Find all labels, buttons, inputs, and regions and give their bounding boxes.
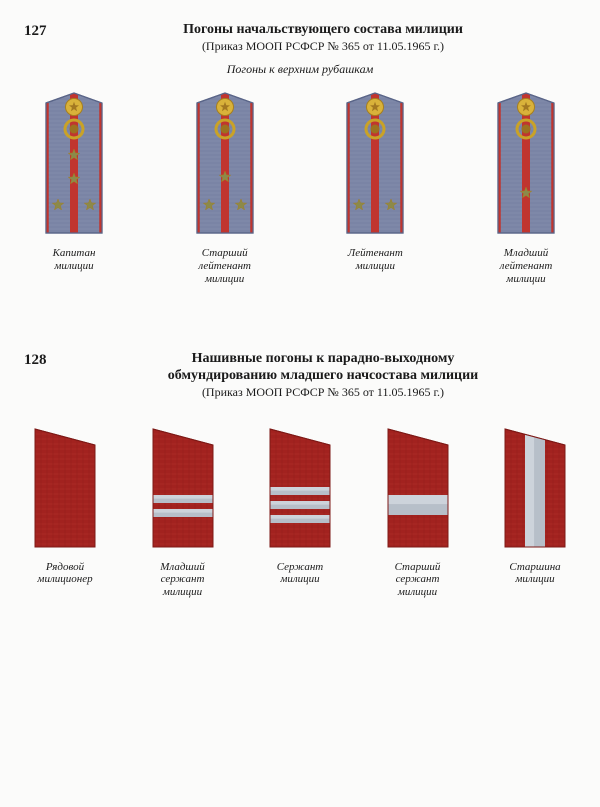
section-127-title: Погоны начальствующего состава милиции (70, 22, 576, 39)
section-127-caption: Погоны к верхним рубашкам (24, 62, 576, 77)
section-127-subtitle: (Приказ МООП РСФСР № 365 от 11.05.1965 г… (70, 39, 576, 55)
section-128-title-line1: Нашивные погоны к парадно-выходному (70, 351, 576, 368)
strap-senior-lt: Старший лейтенант милиции (191, 91, 259, 285)
title-block-127: Погоны начальствующего состава милиции (… (70, 22, 576, 54)
board-sgt: Сержант милиции (263, 427, 337, 599)
board-senior-sgt: Старший сержант милиции (381, 427, 455, 599)
section-127-header: 127 Погоны начальствующего состава милиц… (24, 22, 576, 54)
rank-label: Лейтенант милиции (341, 247, 409, 272)
title-block-128: Нашивные погоны к парадно-выходному обму… (70, 351, 576, 400)
rank-label: Младший лейтенант милиции (492, 247, 560, 285)
strap-lt: Лейтенант милиции (341, 91, 409, 285)
strap-captain: Капитан милиции (40, 91, 108, 285)
row-128: Рядовой милиционер Младший сержант милиц… (24, 427, 576, 599)
section-128-title-line2: обмундированию младшего начсостава милиц… (70, 368, 576, 385)
page: 127 Погоны начальствующего состава милиц… (0, 0, 600, 807)
board-private: Рядовой милиционер (28, 427, 102, 599)
rank-label: Сержант милиции (263, 561, 337, 586)
strap-junior-lt: Младший лейтенант милиции (492, 91, 560, 285)
rank-label: Младший сержант милиции (146, 561, 220, 599)
rank-label: Старший лейтенант милиции (191, 247, 259, 285)
board-junior-sgt: Младший сержант милиции (146, 427, 220, 599)
rank-label: Рядовой милиционер (28, 561, 102, 586)
section-128-header: 128 Нашивные погоны к парадно-выходному … (24, 351, 576, 400)
row-127: Капитан милиции Старший лейтенант милици… (24, 91, 576, 285)
rank-label: Старшина милиции (498, 561, 572, 586)
plate-number-127: 127 (24, 22, 56, 40)
plate-number-128: 128 (24, 351, 56, 369)
board-starshina: Старшина милиции (498, 427, 572, 599)
rank-label: Старший сержант милиции (381, 561, 455, 599)
section-128-subtitle: (Приказ МООП РСФСР № 365 от 11.05.1965 г… (70, 385, 576, 401)
rank-label: Капитан милиции (40, 247, 108, 272)
